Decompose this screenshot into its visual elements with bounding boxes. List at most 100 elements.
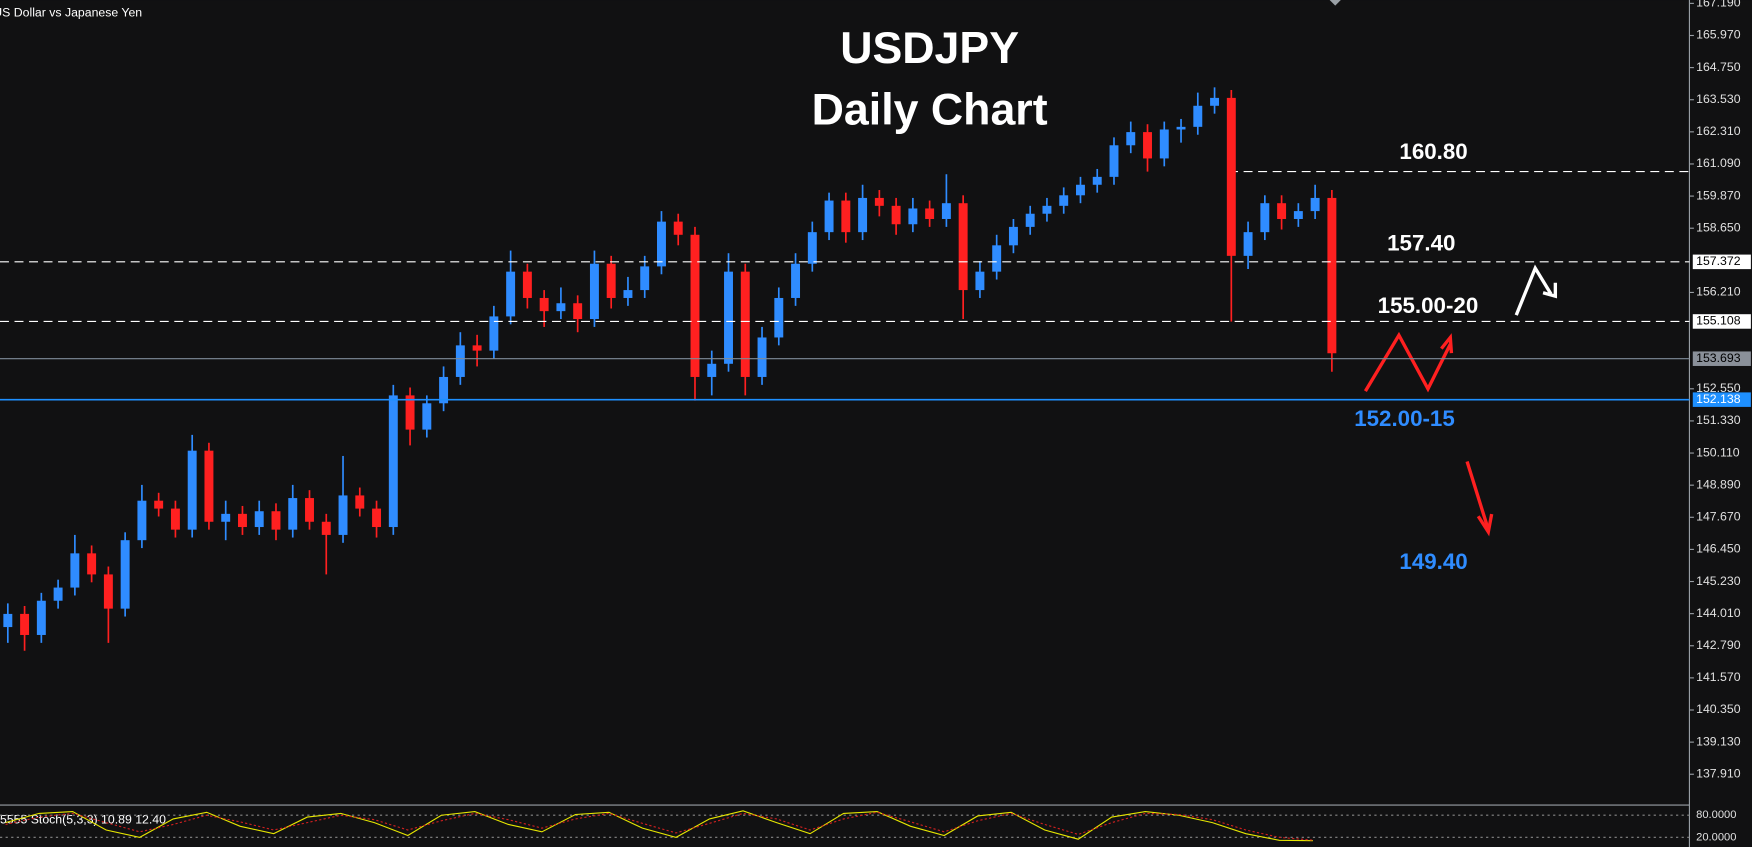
scenario-arrow-white [1514,264,1553,316]
candle-body [1243,232,1253,256]
arrow-head [1440,333,1454,354]
y-tick-label: 148.890 [1696,477,1741,491]
symbol-label: US Dollar vs Japanese Yen [0,6,142,20]
y-tick-label: 140.350 [1696,702,1741,716]
candle-body [1310,197,1320,212]
candle-body [673,221,683,235]
candle-body [120,540,130,609]
annotation: 157.40 [1387,231,1455,256]
candle-body [1210,97,1220,106]
candle-body [1109,145,1119,177]
candle-body [288,498,298,530]
candle-body [254,511,264,528]
candle-body [1126,132,1136,146]
y-tick-label: 147.670 [1696,510,1741,524]
chart-subtitle: Daily Chart [812,86,1048,135]
candle-body [774,297,784,338]
candle-body [573,303,583,320]
candle-body [606,263,616,298]
y-tick-label: 156.210 [1696,285,1741,299]
candle-body [1143,132,1152,159]
candle-body [874,197,884,206]
y-tick-label: 167.190 [1696,0,1741,10]
annotation: 149.40 [1399,549,1467,574]
level-label: 153.693 [1696,351,1741,365]
y-tick-label: 141.570 [1696,670,1741,684]
candle-body [20,613,30,635]
indicator-line [5,810,1313,842]
candle-body [422,403,432,430]
candle-body [1327,197,1337,354]
y-tick-label: 164.750 [1696,60,1741,74]
candle-body [891,205,901,225]
candle-body [1076,184,1085,196]
candle-body [70,553,80,588]
candle-body [1008,226,1018,246]
candle-body [338,495,348,535]
arrow-head [1542,282,1558,299]
candle-body [824,200,834,233]
candle-body [506,271,516,317]
candle-body [1059,195,1069,206]
level-label: 152.138 [1696,392,1741,406]
candle-body [1176,126,1186,130]
candle-body [1260,203,1270,233]
candle-body [1226,97,1236,256]
level-box [1692,392,1751,407]
candle-body [1277,203,1287,219]
candle-body [204,450,214,522]
scenario-arrow-up [1363,331,1452,393]
y-tick-label: 163.530 [1696,92,1741,106]
candle-body [1042,205,1052,214]
indicator-tick-label: 80.0000 [1696,809,1736,821]
level-box [1692,254,1751,270]
candle-body [305,498,314,522]
candle-body [539,297,549,312]
arrow-head [1476,513,1494,537]
candle-body [187,450,197,530]
candle-body [137,500,147,541]
candle-body [975,271,985,291]
candle-body [707,363,717,377]
candle-body [3,613,13,628]
y-tick-label: 158.650 [1696,220,1741,234]
candle-body [1092,176,1102,185]
candle-body [221,513,231,522]
level-box [1692,351,1751,366]
y-tick-label: 159.870 [1696,188,1741,202]
candle-body [405,395,415,430]
y-tick-label: 165.970 [1696,28,1741,42]
candle-body [472,345,482,351]
candle-body [807,232,817,264]
scenario-arrow-down [1465,460,1490,531]
candle-body [858,197,868,233]
candle-body [690,234,700,377]
candle-body [1025,213,1035,227]
candle-body [841,200,851,233]
candle-body [355,495,365,509]
y-tick-label: 146.450 [1696,542,1741,556]
indicator-tick-label: 20.0000 [1696,831,1736,843]
candle-body [724,271,733,364]
annotation: 155.00-20 [1378,293,1479,318]
candle-body [154,500,164,509]
candle-body [1293,211,1303,219]
candle-body [589,263,599,320]
level-label: 157.372 [1696,254,1741,268]
candle-body [372,508,382,528]
y-tick-label: 150.110 [1696,445,1740,459]
y-tick-label: 152.550 [1696,381,1741,395]
candle-body [958,203,968,291]
y-tick-label: 151.330 [1696,413,1741,427]
y-tick-label: 162.310 [1696,124,1741,138]
pane-marker [1329,0,1341,6]
y-tick-label: 144.010 [1696,606,1741,620]
chart-title: USDJPY [840,24,1019,73]
candle-body [941,203,951,219]
candle-body [740,271,750,377]
candle-body [908,208,918,225]
indicator-line [5,811,1313,841]
candle-body [489,316,499,351]
